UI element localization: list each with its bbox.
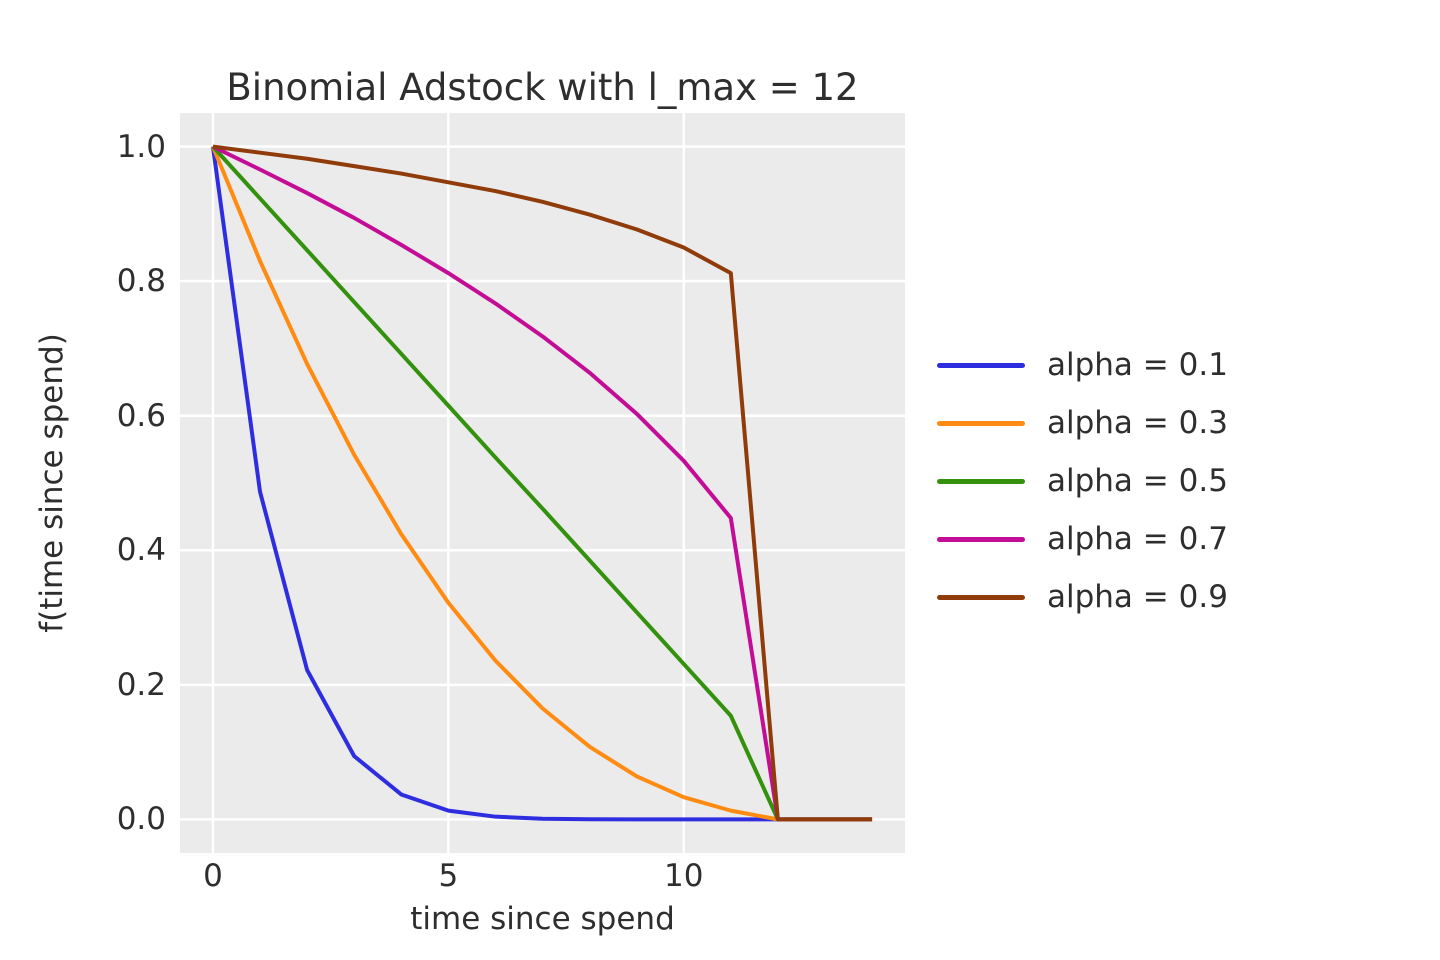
legend-swatch-line <box>937 594 1025 600</box>
legend-item-3: alpha = 0.7 <box>937 520 1228 558</box>
legend-swatch-line <box>937 536 1025 542</box>
y-tick-label-0.2: 0.2 <box>116 666 166 703</box>
legend-item-0: alpha = 0.1 <box>937 346 1228 384</box>
x-tick-label-0: 0 <box>203 858 223 894</box>
y-tick-label-0.0: 0.0 <box>116 801 166 838</box>
legend-swatch-line <box>937 478 1025 484</box>
legend-label: alpha = 0.1 <box>1047 347 1228 383</box>
legend-item-1: alpha = 0.3 <box>937 404 1228 442</box>
chart-title: Binomial Adstock with l_max = 12 <box>226 66 859 109</box>
legend-swatch-line <box>937 420 1025 426</box>
y-tick-label-0.4: 0.4 <box>116 532 166 569</box>
legend: alpha = 0.1 alpha = 0.3 alpha = 0.5 alpha =… <box>937 346 1228 616</box>
y-tick-label-0.8: 0.8 <box>116 263 166 300</box>
x-tick-label-10: 10 <box>663 858 704 894</box>
legend-item-2: alpha = 0.5 <box>937 462 1228 500</box>
x-tick-label-5: 5 <box>438 858 459 894</box>
legend-item-4: alpha = 0.9 <box>937 578 1228 616</box>
y-axis-label: f(time since spend) <box>34 333 70 633</box>
x-axis-label: time since spend <box>410 901 675 937</box>
legend-label: alpha = 0.5 <box>1047 463 1228 499</box>
series-line-alpha-0.7 <box>212 144 873 822</box>
legend-label: alpha = 0.9 <box>1047 579 1228 615</box>
series-line-alpha-0.9 <box>212 144 873 822</box>
legend-swatch-line <box>937 362 1025 368</box>
y-tick-label-0.6: 0.6 <box>116 397 166 434</box>
y-tick-label-1.0: 1.0 <box>116 128 166 165</box>
legend-label: alpha = 0.7 <box>1047 521 1228 557</box>
series-line-alpha-0.5 <box>211 145 873 822</box>
series-line-alpha-0.3 <box>211 145 873 822</box>
series-line-alpha-0.1 <box>210 146 873 822</box>
legend-label: alpha = 0.3 <box>1047 405 1228 441</box>
plot-area-background <box>180 113 905 853</box>
